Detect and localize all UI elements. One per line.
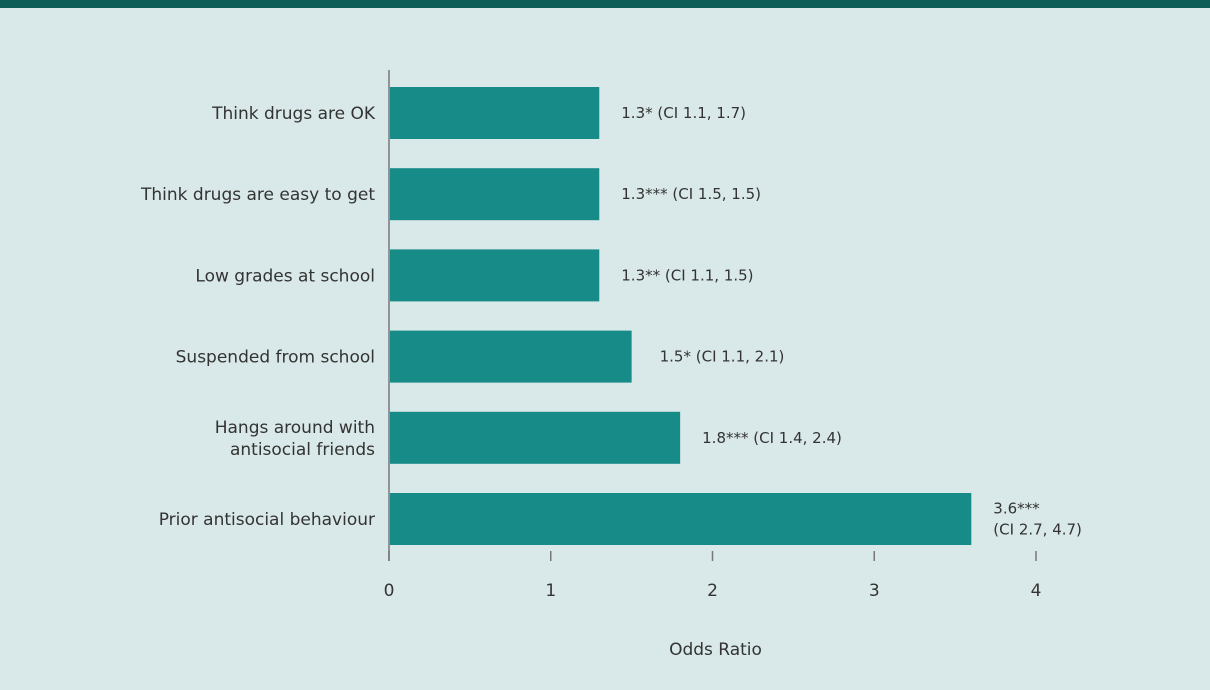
data-label: 1.3* (CI 1.1, 1.7) (621, 104, 746, 122)
data-label-line: 1.5* (CI 1.1, 2.1) (660, 348, 785, 366)
bar (390, 87, 600, 139)
category-label-line: Think drugs are OK (211, 104, 376, 124)
data-label-line: 1.3*** (CI 1.5, 1.5) (621, 185, 761, 203)
x-axis-ticks-group: 0 1 2 3 4 (384, 551, 1042, 601)
bars-group (390, 87, 972, 545)
category-label: Prior antisocial behaviour (159, 510, 375, 530)
x-tick-label: 1 (545, 581, 556, 601)
category-label-line: antisocial friends (230, 440, 375, 460)
category-label-line: Low grades at school (195, 266, 375, 286)
x-tick-label: 2 (707, 581, 718, 601)
category-label-line: Hangs around with (215, 418, 375, 438)
bar (390, 411, 681, 464)
bar (390, 330, 632, 383)
header-band (0, 0, 1210, 8)
data-label-line: 1.3* (CI 1.1, 1.7) (621, 104, 746, 122)
category-label: Think drugs are OK (211, 104, 376, 124)
x-tick-label: 4 (1031, 581, 1042, 601)
category-label-line: Prior antisocial behaviour (159, 510, 375, 530)
category-label-line: Think drugs are easy to get (140, 185, 375, 205)
data-label-line: (CI 2.7, 4.7) (993, 521, 1082, 539)
x-axis-title: Odds Ratio (669, 640, 762, 660)
x-tick-label: 3 (869, 581, 880, 601)
category-label: Think drugs are easy to get (140, 185, 375, 205)
data-label-line: 1.8*** (CI 1.4, 2.4) (702, 429, 842, 447)
data-label: 1.3** (CI 1.1, 1.5) (621, 266, 753, 284)
data-labels-group: 1.3* (CI 1.1, 1.7) 1.3*** (CI 1.5, 1.5) 1.… (621, 104, 1082, 539)
category-labels-group: Think drugs are OK Think drugs are easy t… (140, 104, 376, 530)
bar (390, 493, 972, 545)
category-label-line: Suspended from school (176, 348, 375, 368)
data-label-line: 1.3** (CI 1.1, 1.5) (621, 266, 753, 284)
data-label: 1.3*** (CI 1.5, 1.5) (621, 185, 761, 203)
data-label: 1.5* (CI 1.1, 2.1) (660, 348, 785, 366)
x-tick-label: 0 (384, 581, 395, 601)
category-label: Low grades at school (195, 266, 375, 286)
category-label: Hangs around with antisocial friends (215, 418, 375, 460)
bar (390, 249, 600, 302)
data-label: 1.8*** (CI 1.4, 2.4) (702, 429, 842, 447)
data-label-line: 3.6*** (993, 500, 1040, 518)
category-label: Suspended from school (176, 348, 375, 368)
bar (390, 168, 600, 221)
data-label: 3.6*** (CI 2.7, 4.7) (993, 500, 1082, 539)
